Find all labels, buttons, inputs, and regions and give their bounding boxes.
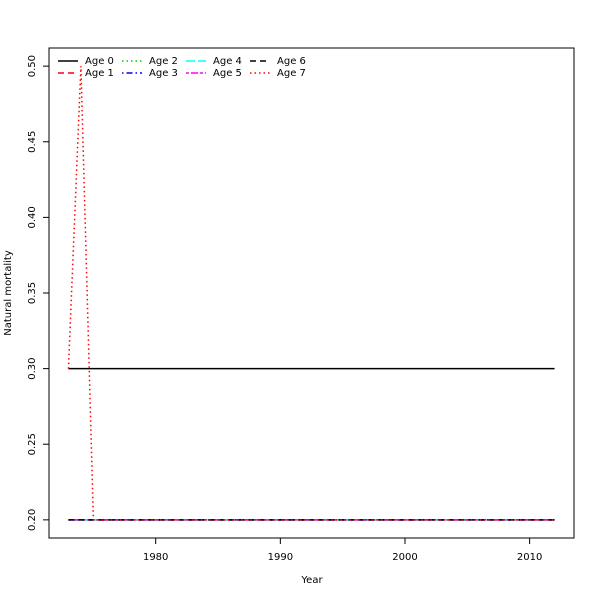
- legend-label: Age 2: [149, 56, 178, 67]
- y-tick-label: 0.50: [27, 55, 38, 77]
- y-tick-label: 0.45: [27, 131, 38, 153]
- legend-label: Age 6: [277, 56, 306, 67]
- x-axis-label: Year: [300, 575, 323, 586]
- legend-label: Age 5: [213, 68, 242, 79]
- x-tick-label: 2010: [517, 552, 542, 563]
- y-axis-label: Natural mortality: [3, 250, 14, 336]
- y-tick-label: 0.35: [27, 282, 38, 304]
- x-tick-label: 1980: [143, 552, 168, 563]
- legend-label: Age 4: [213, 56, 242, 67]
- y-tick-label: 0.40: [27, 206, 38, 228]
- x-tick-label: 1990: [268, 552, 293, 563]
- legend-label: Age 1: [85, 68, 114, 79]
- y-tick-label: 0.25: [27, 433, 38, 455]
- legend-label: Age 3: [149, 68, 178, 79]
- y-tick-label: 0.20: [27, 509, 38, 531]
- legend-label: Age 0: [85, 56, 114, 67]
- legend-label: Age 7: [277, 68, 306, 79]
- y-tick-label: 0.30: [27, 357, 38, 379]
- x-tick-label: 2000: [392, 552, 417, 563]
